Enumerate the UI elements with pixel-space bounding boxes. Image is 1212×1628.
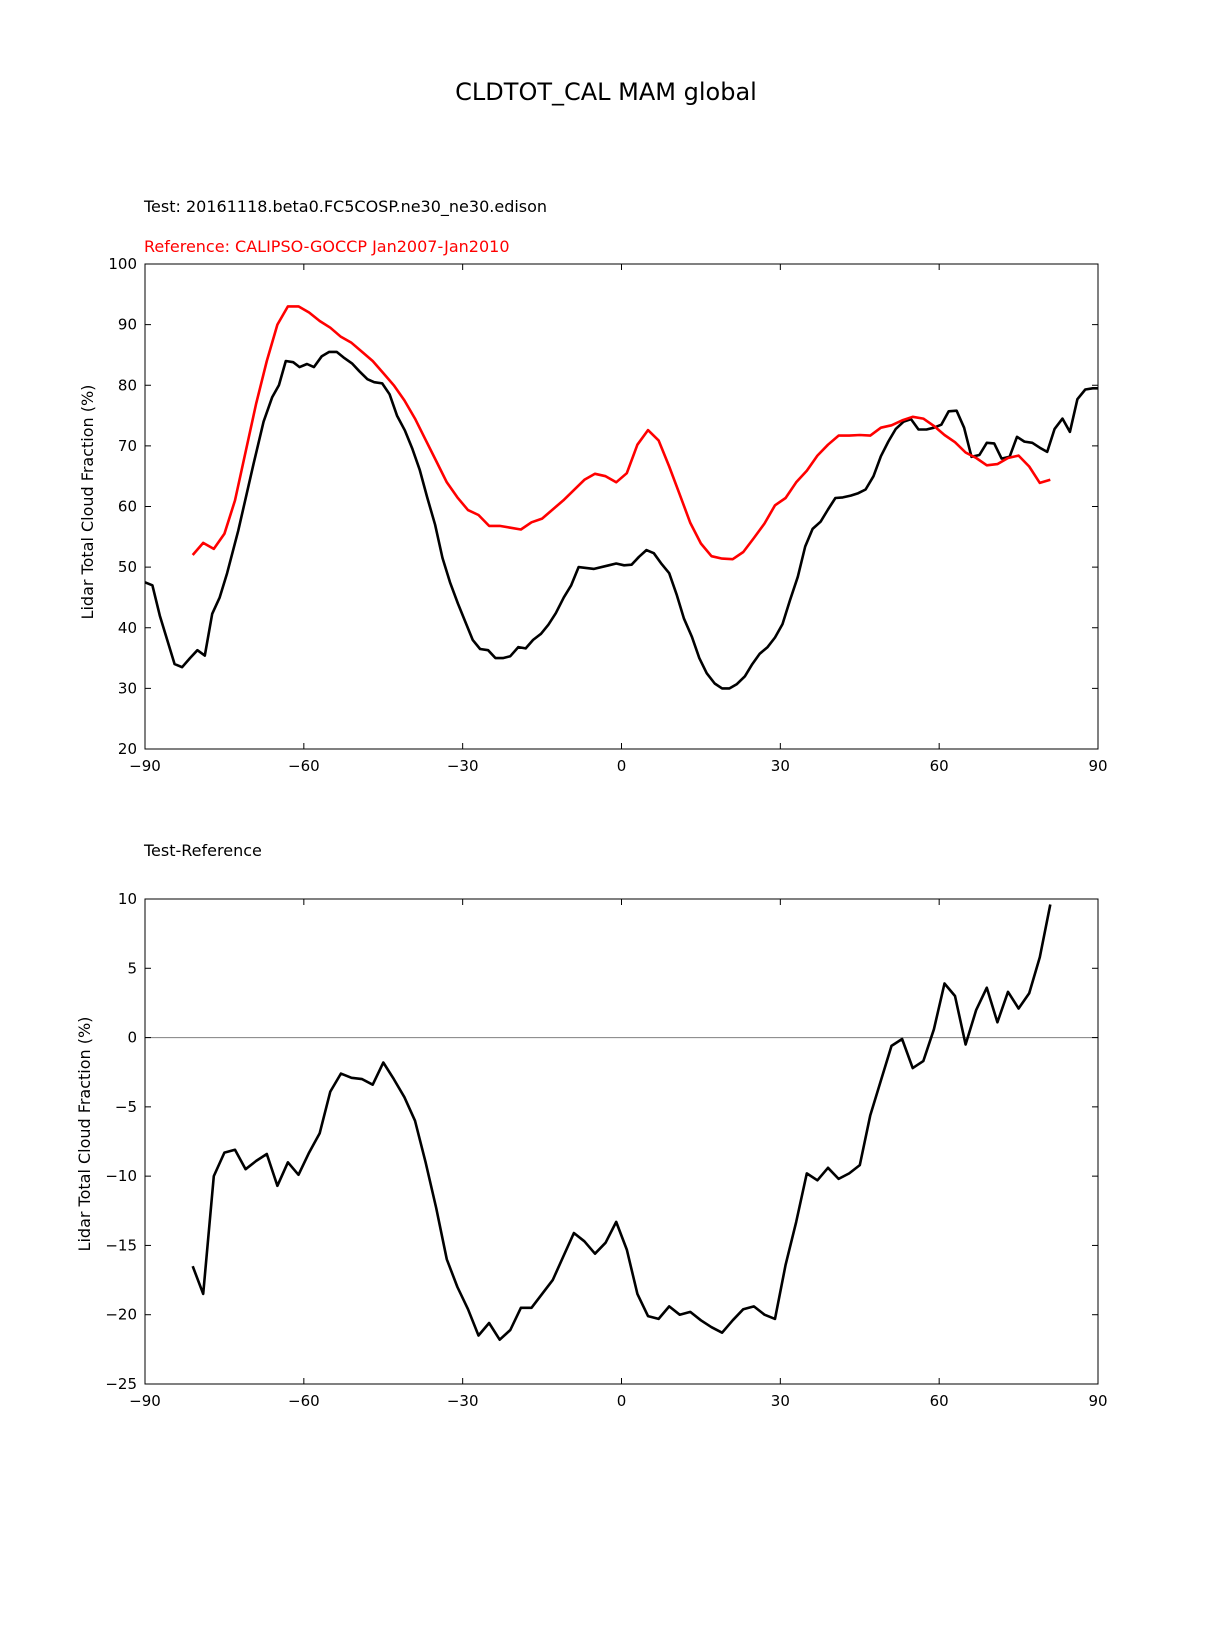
reference-label: Reference: CALIPSO-GOCCP Jan2007-Jan2010 (144, 237, 510, 256)
top-y-tick-label: 100 (108, 255, 137, 273)
bottom-y-tick-label: 5 (127, 959, 137, 977)
top-y-tick-label: 90 (118, 316, 137, 334)
bottom-x-tick-label: 30 (771, 1392, 790, 1410)
top-series-reference (191, 305, 1051, 561)
bottom-y-axis-label: Lidar Total Cloud Fraction (%) (75, 1017, 94, 1252)
bottom-y-tick-label: −10 (105, 1167, 137, 1185)
bottom-y-tick-label: 0 (127, 1029, 137, 1047)
top-y-tick-label: 50 (118, 558, 137, 576)
top-y-tick-label: 20 (118, 740, 137, 758)
bottom-series-test-reference (191, 904, 1052, 1341)
bottom-plot-area: −90 −60 −30 0 30 60 90 −25 −20 −15 −10 −5 0 5 10 (105, 890, 1107, 1410)
figure-title: CLDTOT_CAL MAM global (455, 78, 757, 106)
bottom-y-tick-label: −15 (105, 1236, 137, 1254)
top-y-tick-label: 30 (118, 679, 137, 697)
top-x-tick-label: 60 (930, 757, 949, 775)
top-x-tick-label: −90 (129, 757, 161, 775)
bottom-axes-frame (144, 898, 1099, 1385)
bottom-panel: Test-Reference Lidar Total Cloud Fractio… (75, 841, 1108, 1410)
bottom-y-tick-label: −25 (105, 1375, 137, 1393)
bottom-x-tick-label: −60 (288, 1392, 320, 1410)
top-x-tick-label: −30 (447, 757, 479, 775)
top-x-tick-label: 0 (617, 757, 627, 775)
top-y-tick-label: 60 (118, 498, 137, 516)
bottom-y-tick-label: −5 (115, 1098, 137, 1116)
difference-title: Test-Reference (143, 841, 262, 860)
top-plot-area: −90 −60 −30 0 30 60 90 20 30 40 50 60 70 80 90 100 (108, 255, 1107, 775)
top-y-tick-label: 70 (118, 437, 137, 455)
test-label: Test: 20161118.beta0.FC5COSP.ne30_ne30.e… (143, 197, 547, 217)
top-panel: Test: 20161118.beta0.FC5COSP.ne30_ne30.e… (78, 197, 1108, 775)
bottom-x-tick-label: 0 (617, 1392, 627, 1410)
bottom-y-tick-label: −20 (105, 1306, 137, 1324)
bottom-x-tick-label: −30 (447, 1392, 479, 1410)
top-x-tick-label: 30 (771, 757, 790, 775)
top-series-test (144, 350, 1098, 690)
top-axes-frame (144, 263, 1099, 750)
bottom-x-tick-label: −90 (129, 1392, 161, 1410)
top-x-tick-label: −60 (288, 757, 320, 775)
top-y-axis-label: Lidar Total Cloud Fraction (%) (78, 385, 97, 620)
top-y-tick-label: 40 (118, 619, 137, 637)
bottom-x-tick-label: 90 (1088, 1392, 1107, 1410)
bottom-x-tick-label: 60 (930, 1392, 949, 1410)
bottom-y-tick-label: 10 (118, 890, 137, 908)
top-y-tick-label: 80 (118, 376, 137, 394)
top-x-tick-label: 90 (1088, 757, 1107, 775)
